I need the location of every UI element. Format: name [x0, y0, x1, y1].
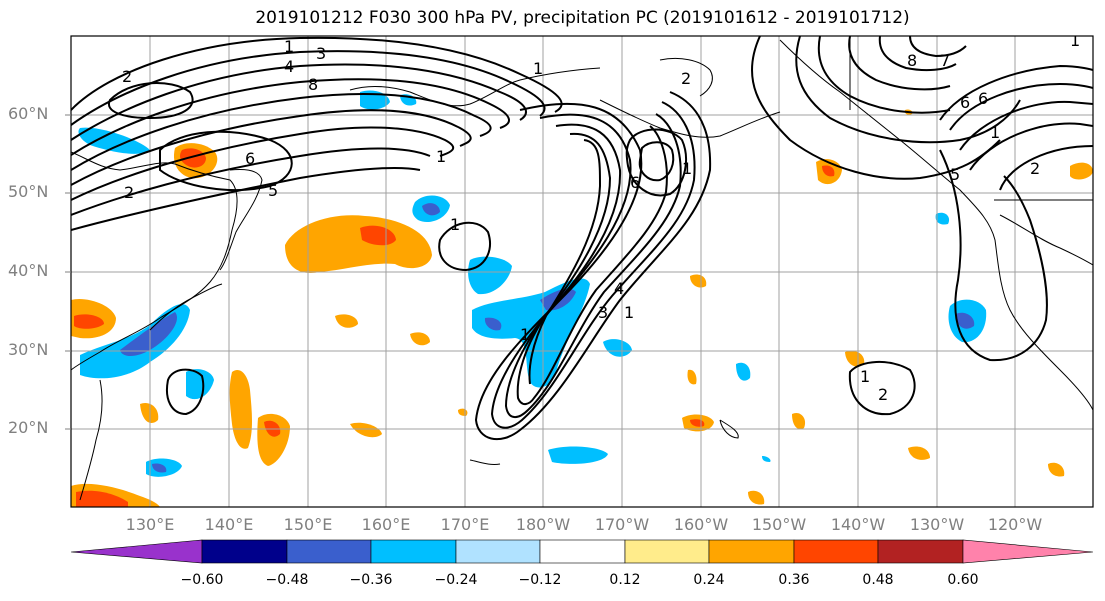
- colorbar: [70, 539, 1094, 564]
- precip-shading: [71, 90, 1093, 507]
- contour-label: 1: [682, 159, 692, 178]
- lon-label: 150°E: [283, 515, 333, 534]
- lon-label: 150°W: [751, 515, 807, 534]
- contour-label: 2: [878, 385, 888, 404]
- colorbar-segment: [286, 539, 372, 564]
- colorbar-tick-label: −0.36: [349, 572, 393, 588]
- contour-label: 2: [124, 183, 134, 202]
- colorbar-tick-label: −0.48: [265, 572, 309, 588]
- colorbar-tick-label: −0.24: [434, 572, 478, 588]
- colorbar-segment: [793, 539, 879, 564]
- colorbar-tick-label: −0.60: [180, 572, 224, 588]
- lon-label: 170°W: [594, 515, 650, 534]
- lon-label: 120°W: [987, 515, 1043, 534]
- contour-label: 6: [245, 149, 255, 168]
- map-title: 2019101212 F030 300 hPa PV, precipitatio…: [255, 8, 910, 28]
- lat-label: 40°N: [8, 261, 49, 280]
- contour-label: 1: [450, 215, 460, 234]
- contour-label: 5: [950, 165, 960, 184]
- colorbar-tick-label: 0.36: [778, 572, 810, 588]
- lat-label: 60°N: [8, 104, 49, 123]
- contour-label: 2: [681, 69, 691, 88]
- contour-label: 1: [624, 303, 634, 322]
- lon-label: 160°E: [361, 515, 411, 534]
- colorbar-segment: [877, 539, 964, 564]
- contour-label: 2: [1030, 159, 1040, 178]
- colorbar-segment: [201, 539, 288, 564]
- colorbar-tick-label: 0.48: [862, 572, 894, 588]
- contour-label: 6: [978, 89, 988, 108]
- contour-label: 2: [122, 67, 132, 86]
- lon-label: 180°W: [515, 515, 571, 534]
- colorbar-segment: [708, 539, 795, 564]
- colorbar-tick-label: 0.12: [609, 572, 641, 588]
- contour-label: 4: [614, 279, 624, 298]
- pv-contours: [71, 36, 1093, 440]
- lon-label: 140°W: [830, 515, 886, 534]
- lon-label: 130°W: [909, 515, 965, 534]
- contour-labels: 1 3 4 8 2 6 5 1 2 6 8 7 6 1 2 1 2 1 3 4 …: [122, 31, 1080, 404]
- lon-label: 160°W: [673, 515, 729, 534]
- contour-label: 5: [268, 181, 278, 200]
- contour-label: 8: [308, 75, 318, 94]
- lat-label: 20°N: [8, 418, 49, 437]
- colorbar-segment: [962, 539, 1094, 564]
- colorbar-segment: [370, 539, 457, 564]
- contour-label: 1: [860, 367, 870, 386]
- colorbar-segment: [539, 539, 626, 564]
- contour-label: 1: [533, 59, 543, 78]
- contour-label: 1: [284, 37, 294, 56]
- colorbar-segment: [624, 539, 710, 564]
- colorbar-tick-label: 0.24: [693, 572, 725, 588]
- lon-label: 130°E: [125, 515, 175, 534]
- contour-label: 3: [316, 44, 326, 63]
- lat-label: 30°N: [8, 340, 49, 359]
- colorbar-tick-label: −0.12: [518, 572, 562, 588]
- lon-label: 140°E: [204, 515, 254, 534]
- contour-label: 6: [960, 93, 970, 112]
- colorbar-segment: [70, 539, 203, 564]
- axis-ticks: [65, 114, 71, 430]
- lat-label: 50°N: [8, 182, 49, 201]
- contour-label: 1: [1070, 31, 1080, 50]
- coastlines: [71, 36, 1093, 501]
- colorbar-tick-label: 0.60: [947, 572, 979, 588]
- contour-label: 6: [630, 173, 640, 192]
- contour-label: 1: [990, 123, 1000, 142]
- colorbar-segment: [455, 539, 541, 564]
- contour-label: 4: [284, 57, 294, 76]
- contour-label: 3: [598, 303, 608, 322]
- contour-label: 1: [520, 325, 530, 344]
- contour-label: 8: [907, 51, 917, 70]
- contour-label: 1: [436, 147, 446, 166]
- lon-label: 170°E: [440, 515, 490, 534]
- contour-label: 7: [940, 51, 950, 70]
